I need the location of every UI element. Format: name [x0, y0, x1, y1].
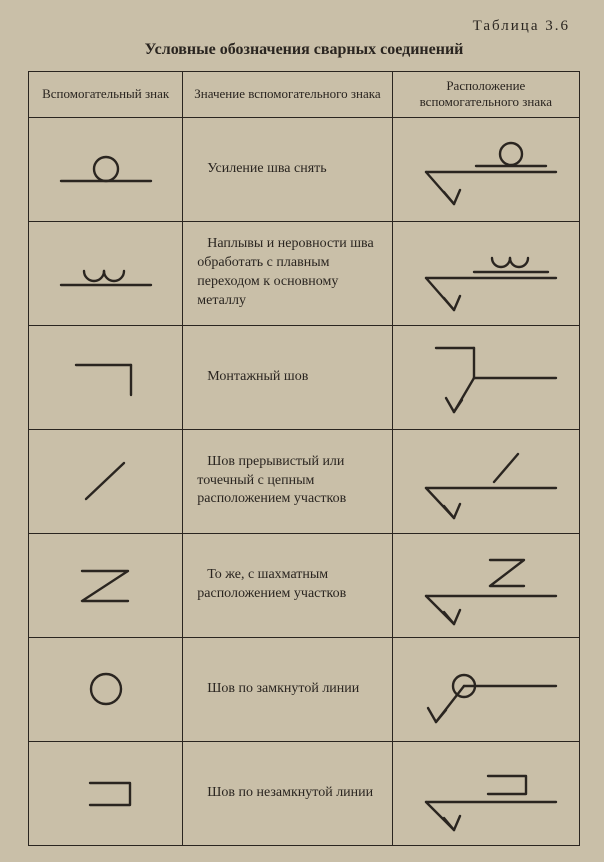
table-label: Таблица 3.6	[28, 18, 580, 35]
table-row: Усиление шва снять	[29, 117, 580, 221]
placement-concave-arcs-icon	[406, 228, 566, 318]
row-description: Наплывы и неровности шва обработать с пл…	[183, 221, 392, 325]
symbol-slash-icon	[46, 451, 166, 511]
row-description: Шов по незамкнутой линии	[183, 741, 392, 845]
table-row: Наплывы и неровности шва обработать с пл…	[29, 221, 580, 325]
symbols-table: Вспомогательный знак Значение вспомогате…	[28, 71, 580, 846]
placement-circle-on-line-icon	[406, 124, 566, 214]
header-col3: Расположение вспомогательного знака	[392, 72, 579, 118]
row-description: Усиление шва снять	[183, 117, 392, 221]
placement-z-icon	[406, 540, 566, 630]
symbol-circle-on-line-icon	[46, 139, 166, 199]
table-row: Монтажный шов	[29, 325, 580, 429]
symbol-z-icon	[46, 555, 166, 615]
placement-open-bracket-icon	[406, 748, 566, 838]
page: Таблица 3.6 Условные обозначения сварных…	[0, 0, 604, 862]
page-title: Условные обозначения сварных соединений	[28, 41, 580, 59]
header-row: Вспомогательный знак Значение вспомогате…	[29, 72, 580, 118]
table-row: Шов по замкнутой линии	[29, 637, 580, 741]
placement-flag-corner-icon	[406, 332, 566, 422]
symbol-flag-corner-icon	[46, 347, 166, 407]
header-col1: Вспомогательный знак	[29, 72, 183, 118]
placement-slash-icon	[406, 436, 566, 526]
placement-circle-at-weld-icon	[406, 644, 566, 734]
symbol-circle-icon	[46, 659, 166, 719]
table-row: Шов прерывистый или точечный с цепным ра…	[29, 429, 580, 533]
row-description: То же, с шахматным расположением участко…	[183, 533, 392, 637]
table-row: То же, с шахматным расположением участко…	[29, 533, 580, 637]
row-description: Шов прерывистый или точечный с цепным ра…	[183, 429, 392, 533]
symbol-concave-arcs-icon	[46, 243, 166, 303]
symbol-open-bracket-icon	[46, 763, 166, 823]
row-description: Шов по замкнутой линии	[183, 637, 392, 741]
table-row: Шов по незамкнутой линии	[29, 741, 580, 845]
row-description: Монтажный шов	[183, 325, 392, 429]
header-col2: Значение вспомогательного знака	[183, 72, 392, 118]
